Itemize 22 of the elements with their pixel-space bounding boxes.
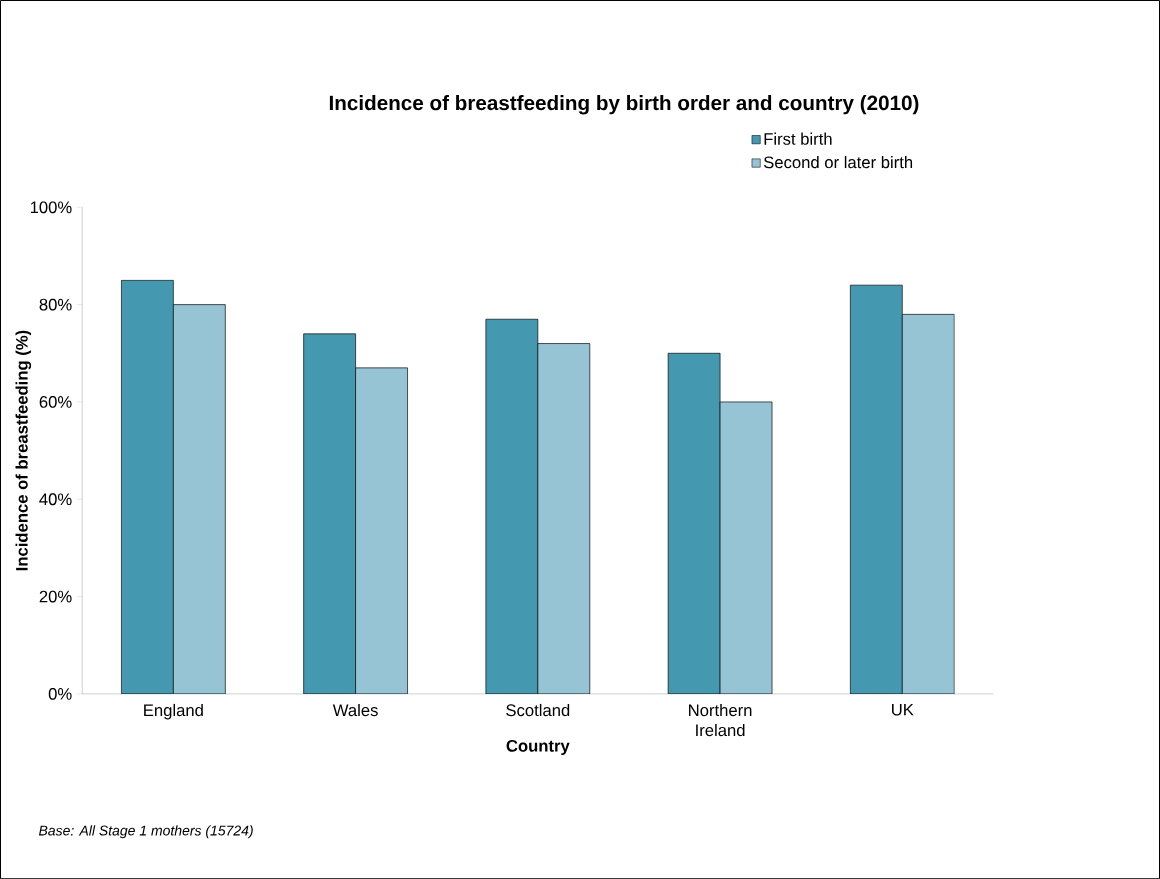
y-tick-label: 0%: [48, 687, 72, 700]
y-tick-label: 60%: [39, 395, 72, 408]
legend-label: Second or later birth: [763, 155, 913, 169]
bar: [667, 352, 721, 694]
x-tick-label: Scotland: [506, 703, 570, 717]
chart-title: Incidence of breastfeeding by birth order and country (2010): [329, 94, 919, 115]
x-axis-title: Country: [506, 739, 570, 755]
y-tick-label: 80%: [39, 298, 72, 311]
x-tick-label: Northern Ireland: [689, 703, 752, 737]
x-tick-label: England: [144, 703, 203, 720]
y-axis-title: Incidence of breastfeeding (%): [15, 330, 32, 571]
bar: [850, 284, 903, 694]
x-tick-label: Wales: [332, 703, 378, 717]
bar: [485, 318, 539, 694]
bar: [121, 279, 174, 694]
y-tick-label: 20%: [39, 590, 72, 603]
legend-label: First birth: [764, 132, 832, 145]
y-tick-label: 100%: [30, 201, 72, 214]
bar: [303, 333, 356, 694]
y-tick-label: 40%: [39, 493, 72, 506]
x-tick-label: UK: [892, 703, 914, 716]
text: Base: All Stage 1 mothers (15724): [38, 825, 253, 839]
